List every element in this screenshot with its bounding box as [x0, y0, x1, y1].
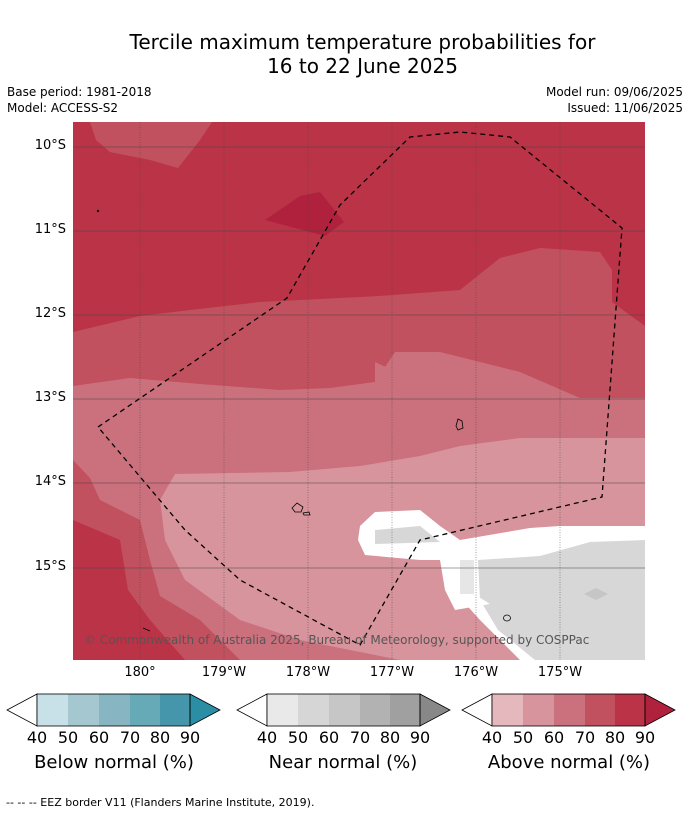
legend-near-tick: 80: [379, 728, 401, 747]
legend-below-tick: 60: [88, 728, 110, 747]
island-central: [291, 502, 304, 513]
eez-border: [97, 131, 623, 646]
legend-below-tick: 90: [179, 728, 201, 747]
region-near-50: [584, 588, 608, 600]
legend-below-frame: [36, 693, 191, 727]
legend-below-tick: 80: [149, 728, 171, 747]
legend-near-swatch-4: [360, 694, 390, 726]
islands: [96, 209, 511, 632]
title-line-2: 16 to 22 June 2025: [267, 54, 458, 78]
legend-below-swatch-4: [130, 694, 160, 726]
legend-above-arrow-high: [644, 693, 676, 727]
island-south-west: [142, 627, 151, 632]
legend-below-tick: 40: [26, 728, 48, 747]
legend-above-tick: 70: [574, 728, 596, 747]
title-line-1: Tercile maximum temperature probabilitie…: [129, 30, 596, 54]
legend-below-normal: [6, 693, 221, 727]
parallels: [73, 146, 645, 569]
region-above-90: [265, 192, 344, 236]
legend-near-frame: [266, 693, 421, 727]
region-above-70-north: [90, 122, 212, 168]
legend-above-swatch-2: [523, 694, 554, 726]
lat-label-15s: 15°S: [34, 559, 66, 574]
lat-label-13s: 13°S: [34, 390, 66, 405]
lon-label-180: 180°: [124, 665, 156, 680]
legend-below-swatch-3: [99, 694, 130, 726]
legend-above-title: Above normal (%): [487, 752, 651, 773]
region-near-lt40: [460, 560, 474, 594]
region-above-80-southwest: [73, 520, 185, 660]
lon-label-178w: 178°W: [285, 665, 331, 680]
region-near-40-west: [375, 526, 440, 544]
legend-near-tick: 50: [287, 728, 309, 747]
model-name: Model: ACCESS-S2: [7, 101, 119, 115]
base-period: Base period: 1981-2018: [7, 85, 152, 99]
lon-label-176w: 176°W: [453, 665, 499, 680]
legend-above-swatch-1: [492, 694, 523, 726]
legend-below-swatch-5: [160, 694, 190, 726]
legend-near-tick: 60: [318, 728, 340, 747]
lat-label-12s: 12°S: [34, 306, 66, 321]
island-north-west: [96, 209, 100, 213]
legend-above-tick: 60: [543, 728, 565, 747]
legend-below-swatch-1: [37, 694, 68, 726]
lon-label-179w: 179°W: [201, 665, 247, 680]
legend-above-frame: [491, 693, 646, 727]
legend-near-swatch-3: [329, 694, 360, 726]
island-south: [503, 614, 511, 622]
metadata-left: Base period: 1981-2018 Model: ACCESS-S2: [7, 84, 152, 116]
lat-label-14s: 14°S: [34, 474, 66, 489]
region-above-60-west: [73, 362, 420, 426]
legend-near-arrow-low: [236, 693, 268, 727]
lat-label-10s: 10°S: [34, 138, 66, 153]
map-title: Tercile maximum temperature probabilitie…: [0, 30, 690, 78]
island-central-small: [302, 511, 311, 516]
lon-label-175w: 175°W: [537, 665, 583, 680]
legend-above-swatch-4: [585, 694, 615, 726]
legend-near-swatch-1: [267, 694, 298, 726]
metadata-right: Model run: 09/06/2025 Issued: 11/06/2025: [546, 84, 683, 116]
legend-below-tick: 70: [119, 728, 141, 747]
legend-above-tick: 50: [512, 728, 534, 747]
graticule: [139, 122, 561, 660]
legend-near-tick: 90: [409, 728, 431, 747]
legend-near-title: Near normal (%): [268, 752, 418, 773]
legend-below-swatch-2: [68, 694, 99, 726]
legend-above-normal: [461, 693, 676, 727]
legend-above-swatch-5: [615, 694, 645, 726]
legend-below-arrow-high: [189, 693, 221, 727]
probability-fill: [73, 122, 645, 660]
legend-near-swatch-2: [298, 694, 329, 726]
legend-below-arrow-low: [6, 693, 38, 727]
model-run: Model run: 09/06/2025: [545, 85, 683, 99]
legend-near-arrow-high: [419, 693, 451, 727]
legend-above-tick: 80: [604, 728, 626, 747]
lon-label-177w: 177°W: [369, 665, 415, 680]
legend-above-swatch-3: [554, 694, 585, 726]
eez-footnote: -- -- -- EEZ border V11 (Flanders Marine…: [6, 796, 315, 809]
lat-label-11s: 11°S: [34, 222, 66, 237]
legend-below-tick: 50: [57, 728, 79, 747]
issued-date: Issued: 11/06/2025: [567, 101, 683, 115]
legend-near-tick: 70: [349, 728, 371, 747]
island-east: [455, 418, 464, 431]
legend-near-normal: [236, 693, 451, 727]
legend-above-tick: 90: [634, 728, 656, 747]
legend-below-title: Below normal (%): [34, 752, 194, 773]
legend-near-swatch-5: [390, 694, 420, 726]
legend-near-tick: 40: [256, 728, 278, 747]
region-near-40: [478, 540, 645, 660]
copyright-notice: © Commonwealth of Australia 2025, Bureau…: [84, 633, 590, 647]
legend-above-tick: 40: [481, 728, 503, 747]
legend-above-arrow-low: [461, 693, 493, 727]
